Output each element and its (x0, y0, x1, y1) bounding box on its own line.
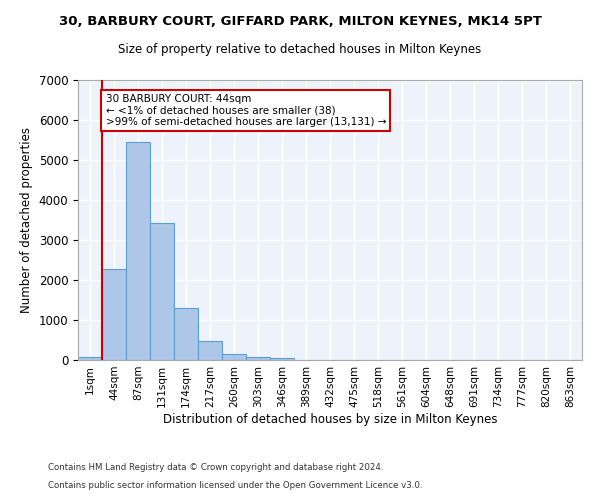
X-axis label: Distribution of detached houses by size in Milton Keynes: Distribution of detached houses by size … (163, 412, 497, 426)
Text: 30, BARBURY COURT, GIFFARD PARK, MILTON KEYNES, MK14 5PT: 30, BARBURY COURT, GIFFARD PARK, MILTON … (59, 15, 541, 28)
Text: Size of property relative to detached houses in Milton Keynes: Size of property relative to detached ho… (118, 42, 482, 56)
Text: Contains HM Land Registry data © Crown copyright and database right 2024.: Contains HM Land Registry data © Crown c… (48, 464, 383, 472)
Bar (102, 269, 126, 360)
Bar (222, 354, 246, 360)
Text: 30 BARBURY COURT: 44sqm
← <1% of detached houses are smaller (38)
>99% of semi-d: 30 BARBURY COURT: 44sqm ← <1% of detache… (106, 94, 386, 127)
Bar (270, 358, 294, 360)
Bar (246, 357, 270, 360)
Text: Contains public sector information licensed under the Open Government Licence v3: Contains public sector information licen… (48, 481, 422, 490)
Bar (198, 341, 222, 360)
Bar (174, 308, 198, 360)
Bar (150, 223, 174, 360)
Bar (126, 142, 150, 360)
Bar (78, 357, 102, 360)
Y-axis label: Number of detached properties: Number of detached properties (20, 127, 33, 313)
